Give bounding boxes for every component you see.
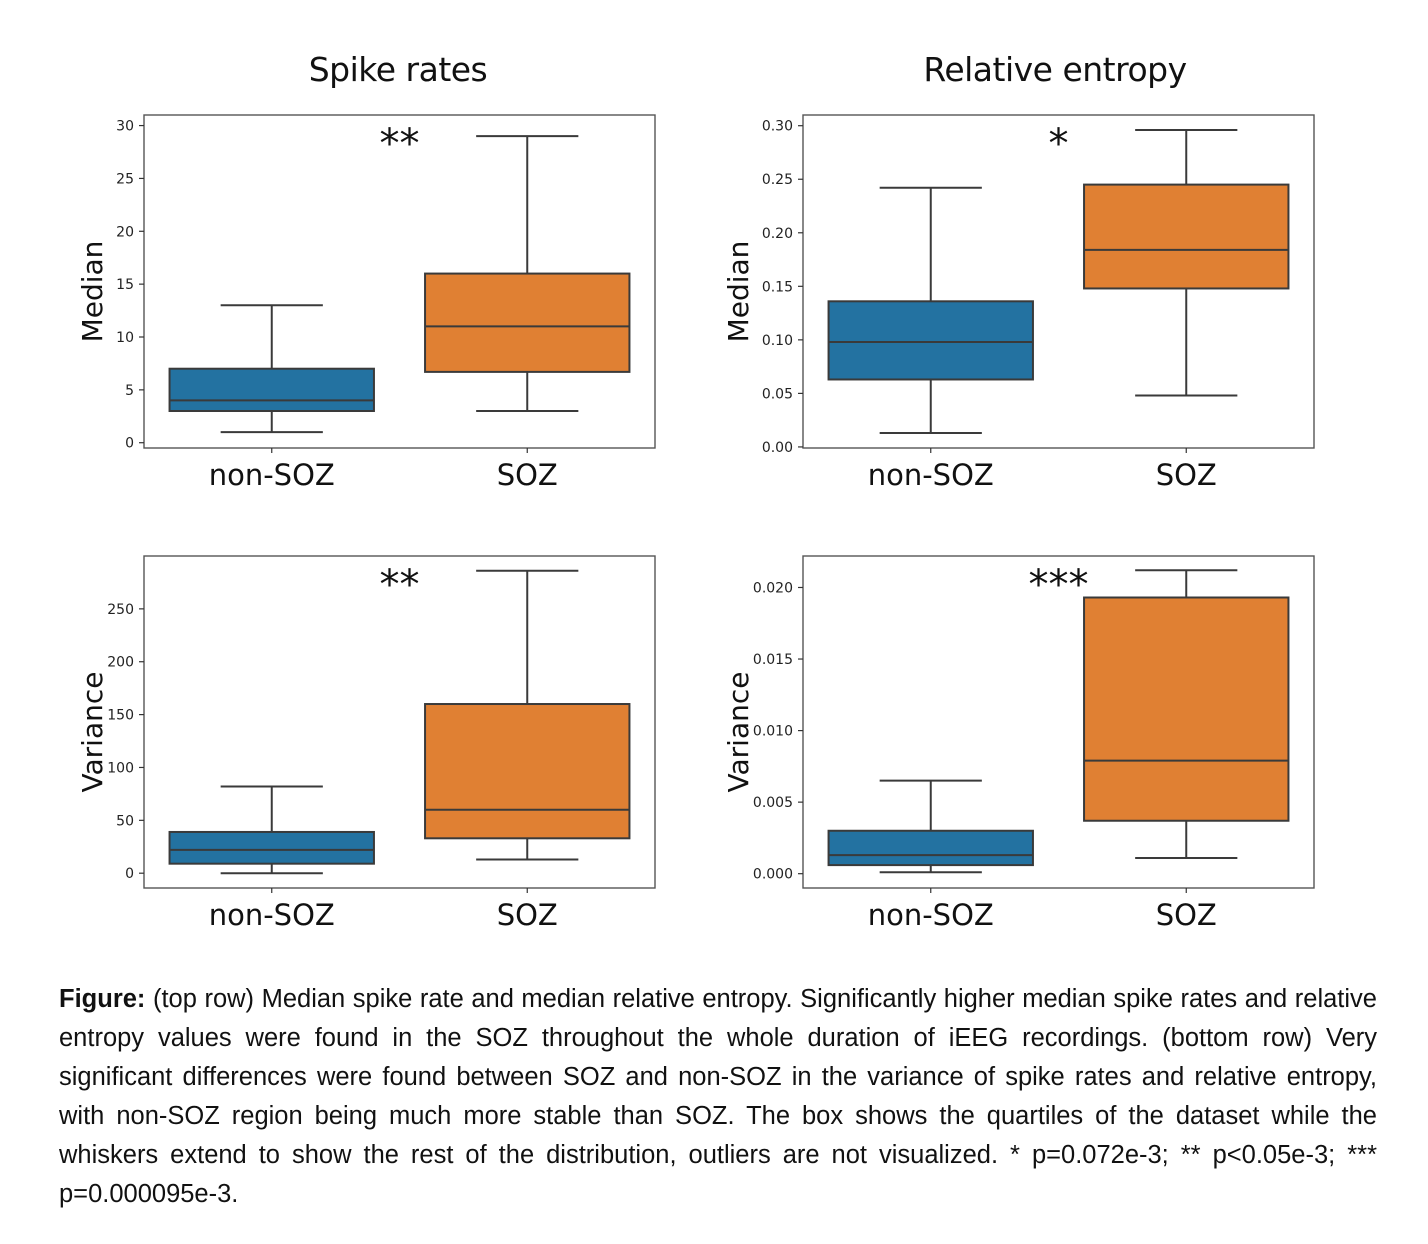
y-axis-label: Median [722,241,755,343]
caption-label: Figure: [59,985,146,1013]
axes-frame [143,555,656,889]
y-tick-label: 20 [116,224,134,240]
axes-frame [143,114,656,449]
column-title-relative-entropy: Relative entropy [923,50,1187,89]
y-tick-label: 0 [125,436,134,452]
y-tick-label: 100 [107,760,134,776]
y-axis-label: Variance [76,672,109,793]
y-tick-label: 30 [116,119,134,135]
y-tick-label: 25 [116,171,134,187]
iqr-box [1083,183,1290,290]
iqr-box [827,829,1034,867]
y-tick-label: 50 [116,813,134,829]
box-non-soz [168,785,375,875]
x-category-label: non-SOZ [868,898,994,932]
iqr-box [1083,596,1290,822]
y-tick-label: 0.10 [762,333,793,349]
box-soz [424,135,631,412]
panel-bottom-right: 0.000 0.005 0.010 0.015 0.020 Variance non-SOZ… [722,555,1315,932]
y-tick-label: 5 [125,383,134,399]
panel-top-right: 0.00 0.05 0.10 0.15 0.20 0.25 0.30 Median non-SO… [722,114,1315,492]
iqr-box [424,272,631,373]
axes-frame [802,114,1315,449]
y-tick-label: 250 [107,602,134,618]
significance-marker: * [1049,121,1069,167]
significance-marker: *** [1029,562,1089,608]
y-tick-label: 0.00 [762,440,793,456]
iqr-box [168,367,375,413]
y-tick-label: 0.15 [762,279,793,295]
box-soz [1083,128,1290,397]
significance-marker: ** [380,562,420,608]
x-category-label: non-SOZ [868,458,994,492]
axes-frame [802,555,1315,889]
figure-caption: Figure: (top row) Median spike rate and … [59,980,1377,1214]
y-tick-label: 0.015 [753,652,793,668]
y-tick-label: 0.005 [753,795,793,811]
y-tick-label: 0.020 [753,580,793,596]
box-soz [1083,569,1290,859]
y-axis-label: Variance [722,672,755,793]
y-tick-label: 0.05 [762,386,793,402]
y-tick-label: 200 [107,655,134,671]
iqr-box [827,300,1034,381]
box-non-soz [827,186,1034,435]
box-non-soz [168,304,375,434]
box-non-soz [827,779,1034,874]
x-category-label: SOZ [497,458,558,492]
iqr-box [168,830,375,865]
x-category-label: SOZ [1156,458,1217,492]
x-category-label: SOZ [497,898,558,932]
y-tick-label: 0.000 [753,867,793,883]
y-tick-label: 0.20 [762,226,793,242]
x-category-label: non-SOZ [209,458,335,492]
box-soz [424,569,631,861]
y-tick-label: 15 [116,277,134,293]
caption-text: (top row) Median spike rate and median r… [59,985,1377,1208]
y-tick-label: 0.30 [762,119,793,135]
significance-marker: ** [380,121,420,167]
y-tick-label: 0.010 [753,724,793,740]
y-axis-label: Median [76,241,109,343]
iqr-box [424,703,631,840]
panel-top-left: 0 5 10 15 20 25 30 Median non-SOZ SOZ ** [76,114,656,492]
y-tick-label: 10 [116,330,134,346]
x-category-label: SOZ [1156,898,1217,932]
y-tick-label: 150 [107,708,134,724]
y-tick-label: 0.25 [762,172,793,188]
y-tick-label: 0 [125,866,134,882]
panel-bottom-left: 0 50 100 150 200 250 Variance non-SOZ SOZ ** [76,555,656,932]
column-title-spike-rates: Spike rates [308,50,488,89]
x-category-label: non-SOZ [209,898,335,932]
